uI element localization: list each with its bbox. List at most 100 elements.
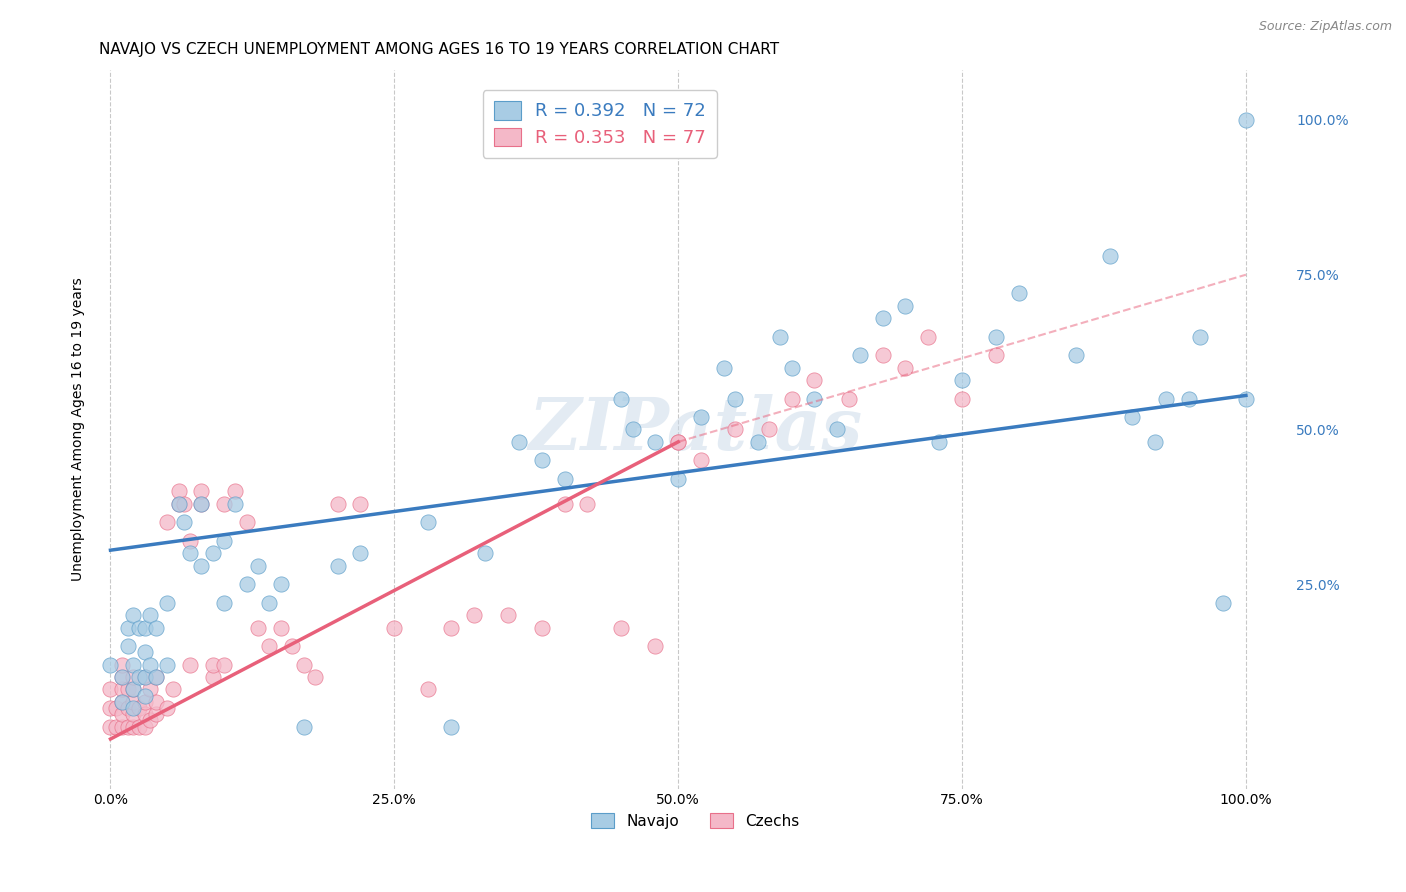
Point bbox=[117, 621, 139, 635]
Point bbox=[780, 392, 803, 406]
Point bbox=[134, 689, 156, 703]
Point bbox=[100, 701, 122, 715]
Point bbox=[1234, 112, 1257, 127]
Point bbox=[139, 682, 162, 697]
Point bbox=[179, 657, 201, 672]
Point bbox=[440, 720, 463, 734]
Point bbox=[145, 695, 167, 709]
Point bbox=[117, 701, 139, 715]
Point bbox=[122, 657, 145, 672]
Point bbox=[190, 497, 212, 511]
Point bbox=[1156, 392, 1178, 406]
Point bbox=[780, 360, 803, 375]
Point bbox=[1064, 348, 1087, 362]
Point bbox=[917, 329, 939, 343]
Point bbox=[224, 484, 246, 499]
Point bbox=[666, 434, 689, 449]
Point bbox=[713, 360, 735, 375]
Point bbox=[621, 422, 644, 436]
Point bbox=[247, 558, 270, 573]
Legend: Navajo, Czechs: Navajo, Czechs bbox=[585, 806, 806, 835]
Point bbox=[212, 657, 235, 672]
Point bbox=[610, 392, 633, 406]
Point bbox=[724, 422, 747, 436]
Point bbox=[747, 434, 769, 449]
Point bbox=[576, 497, 599, 511]
Point bbox=[134, 695, 156, 709]
Point bbox=[122, 682, 145, 697]
Point bbox=[134, 645, 156, 659]
Point bbox=[259, 639, 281, 653]
Point bbox=[162, 682, 184, 697]
Point bbox=[111, 682, 134, 697]
Point bbox=[122, 670, 145, 684]
Point bbox=[105, 720, 128, 734]
Point bbox=[554, 472, 576, 486]
Point bbox=[270, 621, 292, 635]
Point bbox=[122, 720, 145, 734]
Point bbox=[122, 695, 145, 709]
Point bbox=[128, 670, 150, 684]
Point bbox=[190, 558, 212, 573]
Point bbox=[190, 497, 212, 511]
Point bbox=[382, 621, 405, 635]
Point bbox=[122, 707, 145, 722]
Point bbox=[496, 608, 519, 623]
Point bbox=[201, 546, 224, 560]
Point bbox=[803, 373, 825, 387]
Point bbox=[724, 392, 747, 406]
Point bbox=[418, 682, 440, 697]
Point bbox=[111, 670, 134, 684]
Point bbox=[224, 497, 246, 511]
Point bbox=[134, 670, 156, 684]
Point bbox=[508, 434, 530, 449]
Point bbox=[134, 707, 156, 722]
Point bbox=[418, 516, 440, 530]
Point bbox=[644, 434, 666, 449]
Point bbox=[292, 720, 315, 734]
Y-axis label: Unemployment Among Ages 16 to 19 years: Unemployment Among Ages 16 to 19 years bbox=[72, 277, 86, 582]
Point bbox=[872, 348, 894, 362]
Point bbox=[326, 497, 349, 511]
Point bbox=[349, 546, 371, 560]
Point bbox=[349, 497, 371, 511]
Text: Source: ZipAtlas.com: Source: ZipAtlas.com bbox=[1258, 20, 1392, 33]
Point bbox=[145, 670, 167, 684]
Point bbox=[212, 533, 235, 548]
Point bbox=[111, 695, 134, 709]
Point bbox=[212, 497, 235, 511]
Point bbox=[122, 701, 145, 715]
Point bbox=[950, 373, 973, 387]
Point bbox=[326, 558, 349, 573]
Point bbox=[111, 707, 134, 722]
Point bbox=[292, 657, 315, 672]
Point bbox=[139, 608, 162, 623]
Point bbox=[690, 410, 713, 425]
Point bbox=[156, 596, 179, 610]
Text: ZIPatlas: ZIPatlas bbox=[529, 394, 862, 465]
Point bbox=[894, 299, 917, 313]
Point bbox=[1212, 596, 1234, 610]
Point bbox=[474, 546, 496, 560]
Point bbox=[610, 621, 633, 635]
Point bbox=[825, 422, 848, 436]
Point bbox=[128, 621, 150, 635]
Point bbox=[179, 546, 201, 560]
Point bbox=[173, 516, 195, 530]
Point bbox=[111, 720, 134, 734]
Point bbox=[666, 472, 689, 486]
Point bbox=[281, 639, 304, 653]
Point bbox=[201, 657, 224, 672]
Point bbox=[1178, 392, 1201, 406]
Point bbox=[117, 682, 139, 697]
Point bbox=[139, 657, 162, 672]
Point bbox=[259, 596, 281, 610]
Point bbox=[190, 484, 212, 499]
Point bbox=[139, 714, 162, 728]
Point bbox=[769, 329, 792, 343]
Point bbox=[235, 577, 257, 591]
Point bbox=[690, 453, 713, 467]
Point bbox=[134, 670, 156, 684]
Point bbox=[122, 608, 145, 623]
Point bbox=[100, 682, 122, 697]
